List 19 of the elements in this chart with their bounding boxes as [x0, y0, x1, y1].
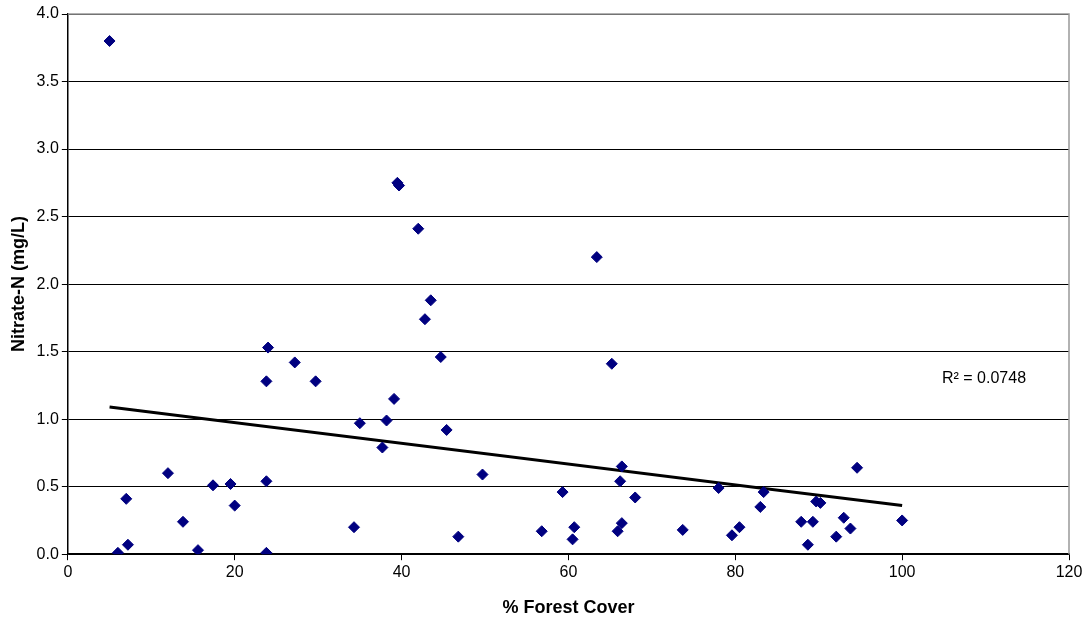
- x-tick-label: 40: [392, 563, 411, 581]
- y-tick-label: 1.0: [36, 409, 59, 427]
- y-tick-label: 4.0: [36, 4, 59, 22]
- y-tick-label: 0.5: [36, 477, 59, 495]
- x-tick-label: 0: [63, 563, 73, 581]
- y-tick-label: 3.0: [36, 139, 59, 157]
- x-tick-label: 20: [225, 563, 244, 581]
- y-axis-title: Nitrate-N (mg/L): [7, 216, 28, 353]
- y-tick-label: 1.5: [36, 342, 59, 360]
- x-axis-title: % Forest Cover: [502, 597, 635, 618]
- y-tick-label: 3.5: [36, 71, 59, 89]
- y-tick-label: 0.0: [36, 544, 59, 562]
- x-tick-label: 60: [559, 563, 578, 581]
- x-tick-label: 120: [1055, 563, 1083, 581]
- y-tick-label: 2.5: [36, 206, 59, 224]
- y-tick-label: 2.0: [36, 274, 59, 292]
- x-tick-label: 100: [888, 563, 916, 581]
- x-tick-label: 80: [726, 563, 745, 581]
- annotation: R² = 0.0748: [941, 369, 1027, 387]
